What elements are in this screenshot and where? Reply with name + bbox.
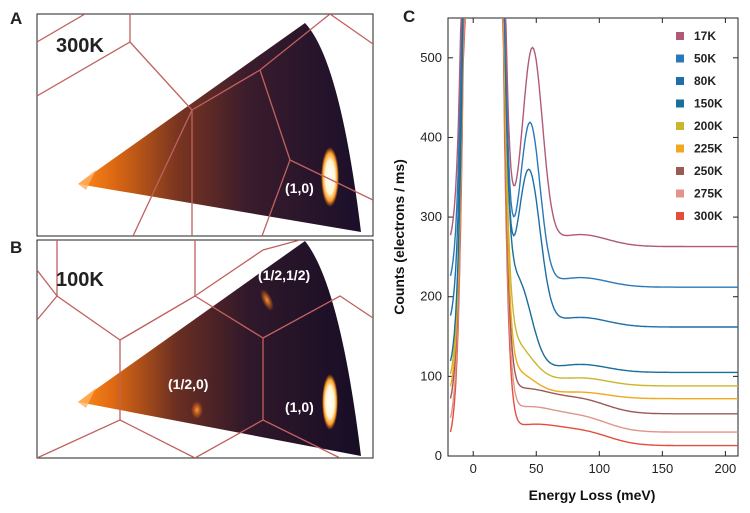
panel-b-label-half-half: (1/2,1/2) xyxy=(258,267,310,283)
series-line-250K xyxy=(449,18,738,415)
legend-swatch xyxy=(676,212,684,220)
x-tick-label: 150 xyxy=(651,461,673,476)
legend-label: 150K xyxy=(694,97,723,111)
legend-swatch xyxy=(676,167,684,175)
legend-label: 200K xyxy=(694,119,723,133)
legend-label: 250K xyxy=(694,164,723,178)
panel-c: C 0 50 100 150 200 0 100 200 300 400 500 17K 50K 80K… xyxy=(391,7,739,503)
legend-swatch xyxy=(676,122,684,130)
y-tick-label: 500 xyxy=(420,50,442,65)
legend-label: 80K xyxy=(694,74,716,88)
legend-label: 300K xyxy=(694,209,723,223)
legend-label: 225K xyxy=(694,142,723,156)
series-line-300K xyxy=(449,18,738,447)
panel-b-wedge xyxy=(78,241,361,456)
panel-b-label-half-0: (1/2,0) xyxy=(168,376,208,392)
series-line-50K xyxy=(449,18,738,288)
y-tick-label: 100 xyxy=(420,368,442,383)
series-line-150K xyxy=(449,18,738,374)
series-line-80K xyxy=(449,18,738,328)
panel-a: A 300K (0,0) (1,0) xyxy=(10,9,374,237)
x-tick-label: 0 xyxy=(470,461,477,476)
chart-legend: 17K 50K 80K 150K 200K 225K 250K 275K 300K xyxy=(676,29,723,223)
y-tick-label: 200 xyxy=(420,289,442,304)
chart-lines xyxy=(449,18,738,447)
legend-label: 275K xyxy=(694,187,723,201)
panel-b-letter: B xyxy=(10,238,22,257)
legend-swatch xyxy=(676,32,684,40)
panel-a-wedge xyxy=(78,23,361,232)
chart-y-axis-title: Counts (electrons / ms) xyxy=(391,159,407,315)
legend-swatch xyxy=(676,54,684,63)
x-tick-label: 100 xyxy=(588,461,610,476)
series-line-17K xyxy=(449,18,738,248)
legend-label: 17K xyxy=(694,29,716,43)
y-tick-label: 0 xyxy=(435,448,442,463)
panel-a-temperature: 300K xyxy=(56,35,104,57)
series-line-225K xyxy=(449,18,738,400)
panel-b-label-1-0: (1,0) xyxy=(285,399,314,415)
panel-a-letter: A xyxy=(10,9,22,28)
y-tick-label: 400 xyxy=(420,129,442,144)
chart-x-axis-title: Energy Loss (meV) xyxy=(529,487,656,503)
panel-b-label-origin: (0,0) xyxy=(40,399,69,415)
y-tick-label: 300 xyxy=(420,209,442,224)
panel-b-spot-half-0 xyxy=(191,401,203,419)
legend-swatch xyxy=(676,99,684,108)
series-line-200K xyxy=(449,18,738,387)
legend-swatch xyxy=(676,189,684,198)
panel-a-label-origin: (0,0) xyxy=(40,180,69,196)
chart-ticks: 0 50 100 150 200 0 100 200 300 400 500 xyxy=(420,18,738,476)
series-line-275K xyxy=(449,18,738,433)
panel-c-letter: C xyxy=(403,7,415,26)
panel-a-label-1-0: (1,0) xyxy=(285,180,314,196)
panel-b-spot-half-half xyxy=(260,288,274,312)
legend-swatch xyxy=(676,144,684,153)
panel-b: B 100K (0,0) (1/2,0) (1,0) xyxy=(10,238,374,459)
chart-plot-area xyxy=(447,17,739,457)
panel-a-bragg-spot-1-0 xyxy=(321,147,339,207)
panel-b-zone-lines xyxy=(37,240,373,458)
panel-a-zone-lines xyxy=(37,14,373,236)
x-tick-label: 200 xyxy=(715,461,737,476)
panel-b-temperature: 100K xyxy=(56,269,104,291)
panel-b-bragg-spot-1-0 xyxy=(322,374,338,430)
x-tick-label: 50 xyxy=(529,461,543,476)
legend-label: 50K xyxy=(694,52,716,66)
legend-swatch xyxy=(676,77,684,85)
